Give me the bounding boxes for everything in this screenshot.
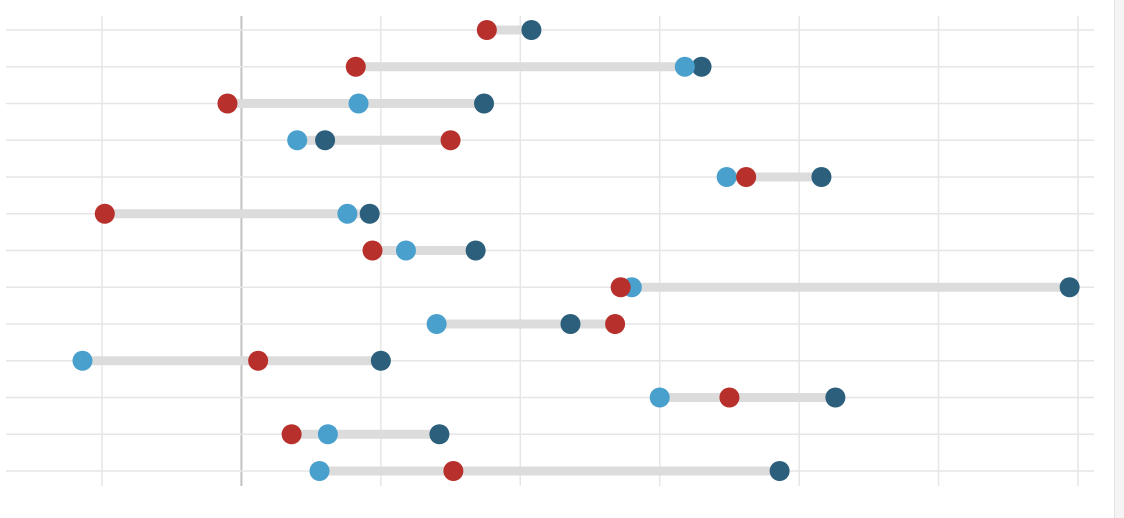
data-point — [716, 167, 737, 187]
data-point — [317, 424, 338, 445]
data-point — [362, 240, 383, 261]
data-point — [610, 277, 631, 298]
data-point — [736, 167, 757, 187]
data-point — [811, 167, 832, 187]
data-point — [395, 240, 416, 261]
data-point — [315, 130, 336, 151]
data-point — [691, 56, 712, 77]
data-point — [309, 461, 330, 481]
data-point — [674, 56, 695, 77]
data-point — [429, 424, 450, 445]
data-point — [370, 350, 391, 371]
data-point — [72, 350, 93, 371]
data-point — [426, 314, 447, 334]
data-point — [287, 130, 308, 151]
data-point — [94, 203, 115, 224]
data-point — [560, 314, 581, 334]
data-point — [348, 93, 369, 114]
data-point — [1059, 277, 1080, 298]
data-point — [440, 130, 461, 151]
data-point — [337, 203, 358, 224]
data-point — [359, 203, 380, 224]
data-point — [719, 387, 740, 408]
data-point — [248, 350, 269, 371]
data-point — [281, 424, 302, 445]
scrollbar-track[interactable] — [1114, 0, 1124, 518]
data-point — [443, 461, 464, 481]
data-point — [345, 56, 366, 77]
data-point — [521, 20, 542, 40]
data-point — [769, 461, 790, 481]
data-point — [825, 387, 846, 408]
data-point — [217, 93, 238, 114]
data-point — [476, 20, 497, 40]
data-point — [474, 93, 495, 114]
data-point — [649, 387, 670, 408]
data-point — [465, 240, 486, 261]
data-point — [605, 314, 626, 334]
